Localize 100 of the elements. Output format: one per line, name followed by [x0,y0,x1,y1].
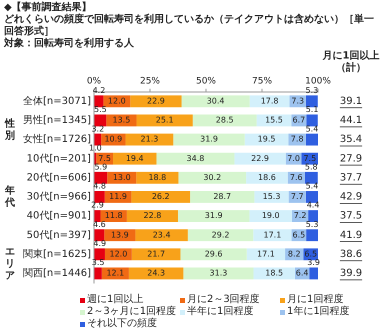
data-label: 6.5 [292,230,306,240]
data-label: 3.5 [92,258,105,268]
bar [130,95,182,108]
data-label: 7.7 [290,192,304,202]
text: 27.9 [340,153,362,164]
bar [190,191,254,203]
bar [246,172,288,184]
data-label: 7.0 [287,154,300,163]
bar [256,114,292,126]
text: 月に1回以上（計） [322,50,380,74]
data-label: 5.4 [306,182,318,191]
data-label: 23.4 [152,230,171,240]
text: 39.9 [340,268,362,280]
data-label: 31.9 [204,211,223,220]
data-label: 18.5 [265,268,284,278]
data-label: 12.0 [108,96,126,106]
legend-label: 1年に1回程度 [287,306,350,318]
data-label: 6.5 [304,249,318,258]
bar [188,229,254,242]
data-label: 5.3 [306,220,318,229]
data-label: 12.1 [106,268,124,278]
data-label: 22.9 [147,96,165,106]
data-label: 28.5 [216,116,234,125]
bar [308,210,318,222]
bar [306,114,318,126]
bar [126,134,174,146]
bar [306,95,318,108]
legend-label: 週に1回以上 [87,294,144,306]
chart-title: ◆【事前調査結果】 [4,2,93,13]
y-tick-label: 女性[n=1726] [23,133,92,146]
data-label: 29.2 [212,230,230,240]
data-label: 2.9 [91,200,104,210]
x-tick-label: 50% [196,76,216,87]
y-tick-label: 30代[n=966] [26,192,92,203]
data-label: 8.2 [288,249,301,258]
data-label: 4.9 [93,238,106,248]
bar [253,268,295,280]
data-label: 22.9 [251,154,269,163]
text: 35.4 [340,134,362,146]
data-label: 17.1 [264,230,282,240]
data-label: 25.1 [156,116,174,125]
data-label: 18.6 [258,172,276,182]
bar [178,172,246,184]
text: 39.1 [340,96,362,107]
bar [249,210,292,222]
bar [306,134,318,146]
data-label: 5.9 [94,162,108,172]
data-label: 3.9 [307,258,320,268]
y-tick-label: 全体[n=3071] [23,94,92,107]
data-label: 4.8 [93,182,106,191]
x-tick-label: 100% [305,76,332,87]
bar [173,134,245,146]
data-label: 30.2 [203,172,222,182]
text: 44.1 [340,115,362,126]
bar [94,268,102,280]
y-tick-label: 関東[n=1625] [23,248,92,260]
bar [250,95,290,108]
y-tick-label: 40代[n=901] [26,210,92,222]
data-label: 5.5 [94,105,107,114]
data-label: 13.0 [112,172,131,182]
data-label: 22.8 [144,211,162,220]
legend-label: 月に2～3回程度 [187,294,260,306]
legend-label: それ以下の頻度 [87,318,157,330]
y-tick-label: 10代[n=201] [26,153,92,164]
data-label: 13.5 [112,116,130,125]
data-label: 21.3 [140,134,158,144]
data-label: 19.4 [126,154,144,163]
data-label: 6.4 [296,268,308,278]
data-label: 29.6 [204,249,223,258]
data-label: 12.0 [109,249,128,258]
bar [131,191,190,203]
text: 38.6 [340,248,362,260]
chart-subtitle: どれくらいの頻度で回転寿司を利用しているか（テイクアウトは含めない）［単一回答形式］ [4,14,375,37]
bar [94,114,106,126]
text: 42.9 [340,192,362,203]
text: 37.7 [340,172,362,184]
data-label: 6.7 [292,116,306,125]
data-label: 21.7 [147,249,166,258]
data-label: 30.4 [206,96,225,106]
data-label: 18.8 [148,172,166,182]
bar [306,191,318,203]
data-label: 7.5 [98,154,111,163]
data-label: 28.7 [213,192,232,202]
y-tick-label: 男性[n=1345] [23,114,92,126]
bar [136,172,178,184]
text: エリア [5,246,15,282]
bar [135,229,188,242]
data-label: 5.3 [305,86,318,96]
data-label: 17.8 [260,96,279,106]
bar [128,268,184,280]
legend-label: 月に1回程度 [287,294,344,306]
data-label: 19.0 [262,211,280,220]
data-label: 26.2 [152,192,170,202]
data-label: 4.2 [92,86,106,96]
data-label: 3.2 [91,124,104,134]
data-label: 10.9 [104,134,122,144]
bar [178,210,250,222]
data-label: 4.4 [306,200,320,210]
data-label: 5.1 [306,105,318,114]
bar [309,268,318,280]
